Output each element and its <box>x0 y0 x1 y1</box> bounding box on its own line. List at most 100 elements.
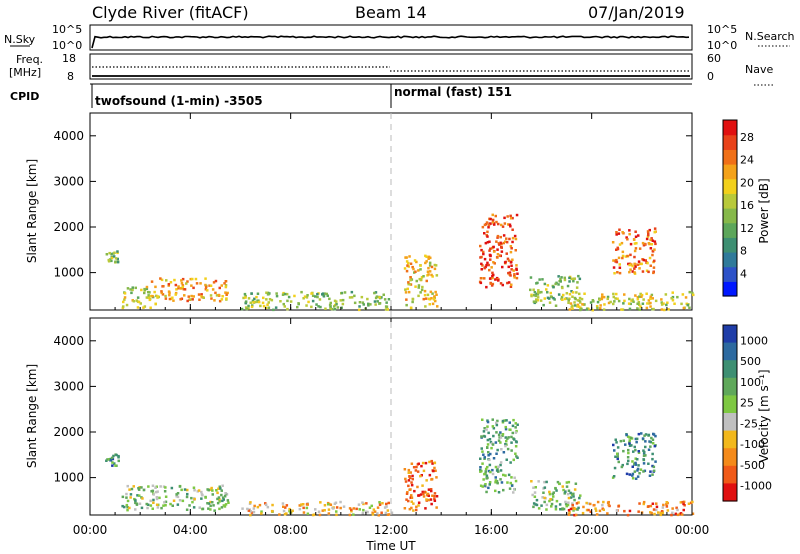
velocity-echo-cell <box>176 503 180 506</box>
velocity-echo-cell <box>491 425 495 428</box>
power-echo-cell <box>650 243 654 246</box>
power-ytick-label: 2000 <box>53 220 84 234</box>
power-echo-cell <box>180 279 183 282</box>
power-echo-cell <box>569 302 573 305</box>
power-echo-cell <box>676 295 679 299</box>
power-echo-cell <box>634 265 637 268</box>
velocity-echo-cell <box>653 512 656 516</box>
velocity-echo-cell <box>578 496 581 500</box>
power-echo-cell <box>427 255 431 259</box>
velocity-echo-cell <box>495 431 498 434</box>
power-echo-cell <box>673 302 676 305</box>
power-echo-cell <box>667 308 670 311</box>
velocity-echo-cell <box>219 487 222 490</box>
velocity-echo-cell <box>410 500 413 503</box>
power-echo-cell <box>423 293 427 297</box>
velocity-echo-cell <box>661 511 664 515</box>
power-echo-cell <box>328 303 332 307</box>
velocity-echo-cell <box>210 486 213 490</box>
power-echo-cell <box>662 302 665 305</box>
power-echo-cell <box>631 264 634 268</box>
velocity-echo-cell <box>134 508 137 511</box>
power-echo-cell <box>612 302 615 306</box>
velocity-echo-cell <box>491 468 494 472</box>
beam-title: Beam 14 <box>355 3 427 22</box>
velocity-echo-cell <box>691 512 695 515</box>
velocity-echo-cell <box>542 487 545 490</box>
power-echo-cell <box>335 303 338 306</box>
power-echo-cell <box>646 230 650 233</box>
velocity-echo-cell <box>247 509 251 512</box>
velocity-echo-cell <box>635 437 639 441</box>
velocity-colorbar-swatch <box>723 413 737 432</box>
power-echo-cell <box>623 299 626 303</box>
power-echo-cell <box>576 305 579 308</box>
velocity-echo-cell <box>558 503 562 506</box>
power-echo-cell <box>503 261 507 264</box>
power-echo-cell <box>404 288 407 291</box>
velocity-echo-cell <box>380 511 383 514</box>
velocity-echo-cell <box>169 502 172 506</box>
power-echo-cell <box>220 284 223 287</box>
power-echo-cell <box>148 291 151 294</box>
power-echo-cell <box>350 296 354 299</box>
power-echo-cell <box>491 221 495 224</box>
velocity-echo-cell <box>178 499 182 502</box>
power-echo-cell <box>110 259 113 263</box>
power-echo-cell <box>434 264 438 267</box>
power-echo-cell <box>615 292 618 296</box>
power-colorbar-tick: 16 <box>740 199 754 212</box>
power-echo-cell <box>629 268 632 271</box>
velocity-echo-region <box>403 459 439 512</box>
power-echo-cell <box>275 294 279 298</box>
velocity-echo-cell <box>567 496 571 500</box>
velocity-echo-cell <box>619 439 623 443</box>
velocity-echo-cell <box>419 493 423 496</box>
power-echo-cell <box>633 271 636 274</box>
velocity-echo-cell <box>424 507 427 510</box>
power-echo-cell <box>245 307 248 311</box>
power-echo-cell <box>426 270 430 273</box>
power-echo-cell <box>340 291 344 295</box>
velocity-echo-cell <box>681 513 684 516</box>
power-echo-cell <box>369 303 372 306</box>
power-echo-cell <box>341 302 345 306</box>
power-echo-cell <box>407 265 410 268</box>
power-echo-cell <box>649 305 652 308</box>
velocity-echo-cell <box>589 510 592 513</box>
power-echo-cell <box>433 267 437 271</box>
velocity-echo-cell <box>627 448 630 452</box>
power-echo-cell <box>602 295 606 299</box>
velocity-echo-cell <box>371 513 375 516</box>
velocity-colorbar-swatch <box>723 325 737 344</box>
power-echo-cell <box>244 301 248 305</box>
power-echo-cell <box>306 294 309 297</box>
velocity-echo-cell <box>134 501 137 505</box>
power-echo-cell <box>650 237 653 240</box>
power-echo-cell <box>243 292 247 296</box>
power-echo-cell <box>688 290 691 294</box>
velocity-echo-cell <box>285 512 288 515</box>
power-echo-cell <box>253 297 256 301</box>
velocity-echo-cell <box>420 474 423 477</box>
nsky-label: N.Sky <box>4 33 36 46</box>
power-echo-cell <box>633 249 637 253</box>
velocity-echo-cell <box>405 492 409 495</box>
power-ytick-label: 4000 <box>53 129 84 143</box>
power-echo-cell <box>143 305 147 308</box>
velocity-echo-cell <box>426 492 430 496</box>
power-echo-cell <box>310 292 313 295</box>
power-echo-cell <box>651 297 654 300</box>
power-echo-cell <box>511 240 514 244</box>
power-echo-cell <box>486 235 489 238</box>
power-echo-cell <box>646 261 649 265</box>
time-tick-label: 04:00 <box>173 523 208 537</box>
power-colorbar-swatch <box>723 266 737 282</box>
power-echo-cell <box>244 300 248 303</box>
velocity-echo-cell <box>252 510 256 514</box>
velocity-echo-cell <box>488 483 491 486</box>
velocity-echo-cell <box>411 477 414 481</box>
power-echo-cell <box>634 230 637 233</box>
velocity-echo-cell <box>430 459 433 463</box>
velocity-echo-cell <box>617 505 620 508</box>
